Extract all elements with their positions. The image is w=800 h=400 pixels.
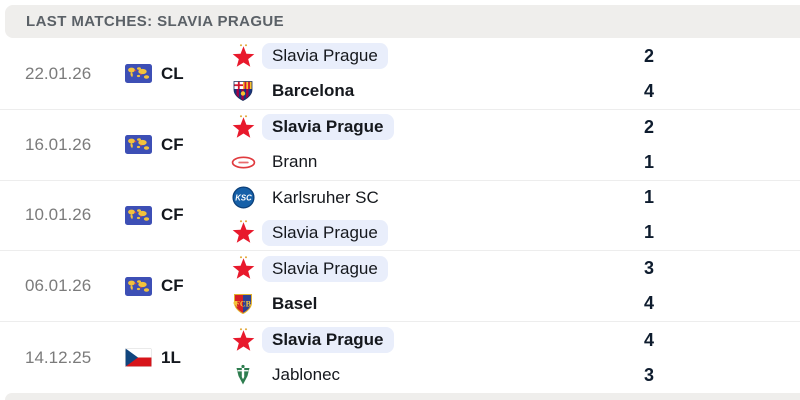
svg-text:KSC: KSC [235,194,252,203]
teams-block: Slavia Prague 2 Brann 1 [230,110,800,180]
team-score: 1 [643,151,654,172]
slavia-prague-logo [230,256,256,281]
teams-block: Slavia Prague 4 Jablonec 3 [230,322,800,393]
team-name: Slavia Prague [262,327,394,354]
team-score: 2 [643,116,654,137]
widget-header: LAST MATCHES: SLAVIA PRAGUE [5,5,800,38]
match-date: 22.01.26 [25,63,92,83]
team-row: Slavia Prague 3 [230,253,800,285]
svg-text:FCB: FCB [235,299,252,308]
match-row[interactable]: 22.01.26 CL Slavia Prague 2 Barcelona 4 [0,39,800,110]
next-section-edge [5,393,800,400]
team-name: Slavia Prague [262,43,388,70]
team-score: 4 [643,329,654,350]
competition: CF [125,205,230,225]
team-row: KSC Karlsruher SC 1 [230,182,800,214]
match-date: 14.12.25 [25,347,92,367]
match-row[interactable]: 16.01.26 CF Slavia Prague 2 Brann 1 [0,110,800,181]
brann-logo [230,150,256,175]
team-score: 3 [643,364,654,385]
competition-code: 1L [161,347,181,367]
team-score: 4 [643,293,654,314]
team-name: Barcelona [272,81,355,101]
team-name: Jablonec [272,365,341,385]
match-row[interactable]: 06.01.26 CF Slavia Prague 3 FCB Basel 4 [0,251,800,323]
barcelona-logo [230,79,256,103]
team-name: Slavia Prague [262,114,394,141]
competition: 1L [125,348,230,368]
competition-code: CF [161,134,184,154]
match-date: 06.01.26 [25,276,92,296]
match-date: 10.01.26 [25,205,92,225]
world-map-icon [125,135,152,155]
match-date: 16.01.26 [25,134,92,154]
match-row[interactable]: 10.01.26 CF KSC Karlsruher SC 1 Slavia P… [0,181,800,252]
slavia-prague-logo [230,114,256,140]
widget-title: LAST MATCHES: SLAVIA PRAGUE [26,13,285,30]
team-row: Slavia Prague 2 [230,40,800,72]
karlsruher-sc-logo: KSC [230,185,256,210]
slavia-prague-logo [230,44,256,69]
match-row[interactable]: 14.12.25 1L Slavia Prague 4 Jablonec 3 [0,322,800,393]
team-score: 3 [643,258,654,279]
team-row: Jablonec 3 [230,359,800,391]
team-name: Karlsruher SC [272,187,379,207]
team-row: Barcelona 4 [230,75,800,107]
world-map-icon [125,64,152,84]
competition: CF [125,135,230,155]
teams-block: Slavia Prague 3 FCB Basel 4 [230,251,800,321]
world-map-icon [125,205,152,225]
team-row: Brann 1 [230,146,800,178]
czech-flag-icon [125,348,152,368]
competition-code: CF [161,276,184,296]
matches-list: 22.01.26 CL Slavia Prague 2 Barcelona 4 … [0,39,800,393]
team-score: 1 [643,222,654,243]
competition: CL [125,64,230,84]
competition-code: CF [161,205,184,225]
competition: CF [125,276,230,296]
team-row: Slavia Prague 1 [230,217,800,249]
slavia-prague-logo [230,327,256,353]
team-row: Slavia Prague 4 [230,324,800,356]
jablonec-logo [230,363,256,387]
team-name: Basel [272,293,318,313]
slavia-prague-logo [230,220,256,245]
team-score: 4 [643,80,654,101]
team-name: Slavia Prague [262,255,388,282]
team-name: Brann [272,152,318,172]
team-score: 2 [643,45,654,66]
team-row: FCB Basel 4 [230,288,800,320]
world-map-icon [125,276,152,296]
teams-block: KSC Karlsruher SC 1 Slavia Prague 1 [230,181,800,251]
team-score: 1 [643,187,654,208]
team-name: Slavia Prague [262,219,388,246]
teams-block: Slavia Prague 2 Barcelona 4 [230,39,800,109]
basel-logo: FCB [230,292,256,316]
team-row: Slavia Prague 2 [230,111,800,143]
competition-code: CL [161,63,184,83]
